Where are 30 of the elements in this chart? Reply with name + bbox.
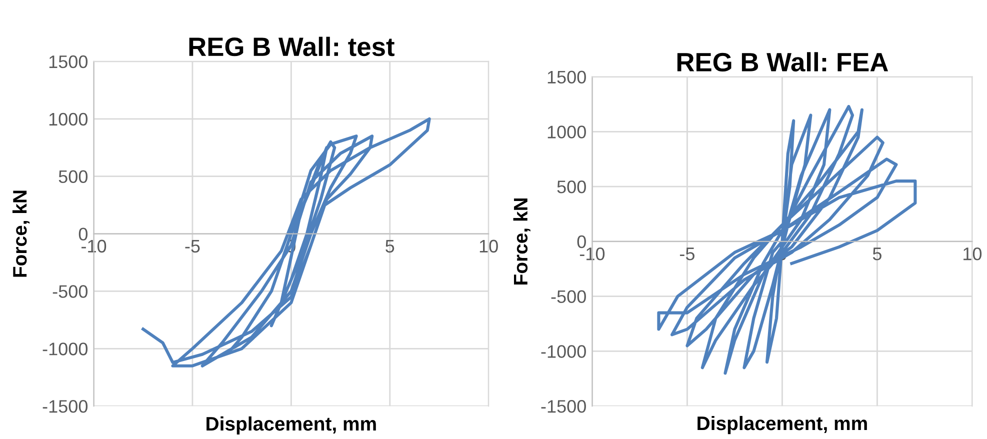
y-tick-label: -1500 (541, 400, 586, 413)
x-tick-label: 10 (480, 240, 498, 253)
y-tick-label: -1500 (42, 400, 88, 413)
y-tick-label: 1500 (548, 70, 586, 84)
x-tick-label: -10 (580, 247, 605, 260)
line-series (142, 117, 431, 368)
y-tick-label: -500 (551, 290, 586, 304)
x-axis-title: Displacement, mm (698, 416, 867, 434)
y-tick-label: -1000 (541, 345, 586, 358)
y-tick-label: 1000 (49, 112, 88, 126)
x-tick-label: 5 (872, 248, 882, 260)
x-tick-label: -5 (185, 240, 200, 253)
line-series (657, 104, 917, 375)
y-tick-label: -1000 (42, 342, 88, 356)
x-tick-label: 10 (964, 247, 982, 260)
chart-title: REG B Wall: FEA (677, 52, 888, 72)
x-tick-label: -5 (680, 248, 694, 260)
x-tick-label: 5 (386, 240, 394, 253)
y-axis-title: Force, kN (12, 190, 30, 277)
y-tick-label: 1000 (548, 126, 586, 138)
y-tick-label: -500 (52, 285, 88, 298)
chart-title: REG B Wall: test (189, 36, 394, 56)
y-tick-label: 0 (577, 235, 586, 248)
y-tick-label: 500 (58, 170, 88, 184)
y-tick-label: 0 (78, 228, 88, 240)
y-axis-title: Force, kN (513, 198, 530, 284)
y-tick-label: 1500 (49, 55, 88, 68)
x-axis-title: Displacement, mm (206, 416, 376, 435)
x-tick-label: -10 (82, 240, 106, 253)
y-tick-label: 500 (557, 180, 586, 194)
